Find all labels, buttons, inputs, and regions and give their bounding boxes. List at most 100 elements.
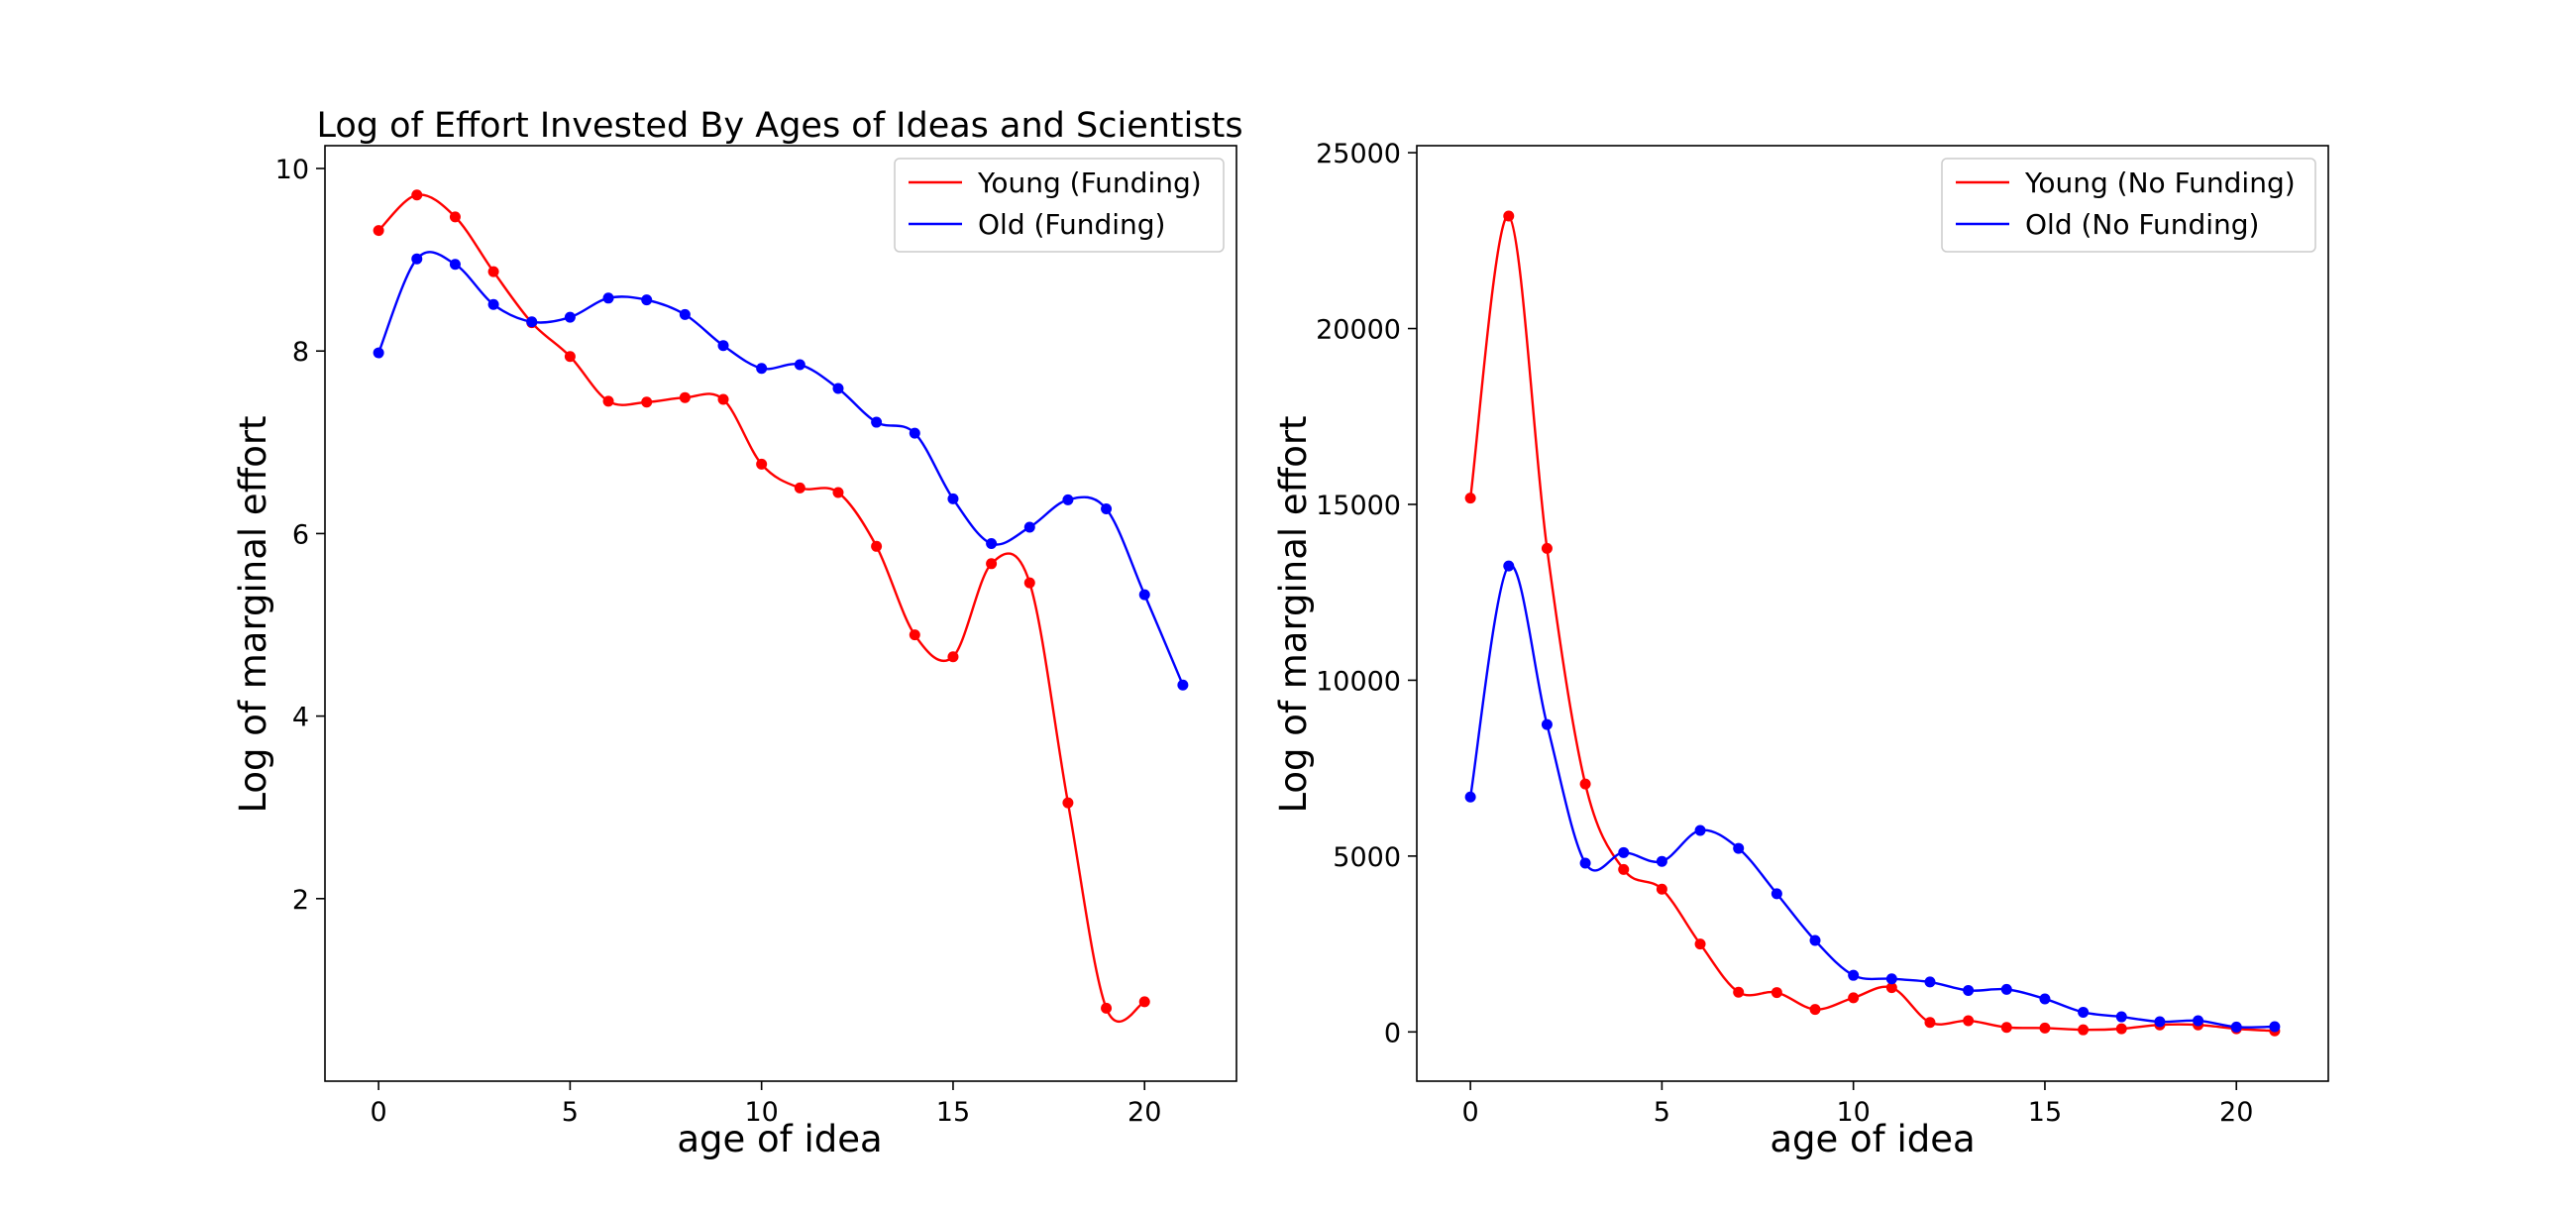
chart-right-xtick-label: 0 bbox=[1462, 1097, 1479, 1128]
chart-right-series-line bbox=[1468, 564, 2275, 1029]
chart-left-xtick-label: 10 bbox=[744, 1097, 778, 1128]
chart-right-xtick-label: 15 bbox=[2028, 1097, 2062, 1128]
chart-right-plot bbox=[1464, 210, 2281, 1037]
chart-right-data-point bbox=[1618, 863, 1630, 875]
chart-right-data-point bbox=[1503, 210, 1515, 222]
chart-right-data-point bbox=[2115, 1011, 2127, 1023]
chart-right-data-point bbox=[1733, 842, 1745, 854]
chart-left-data-point bbox=[1101, 503, 1113, 515]
chart-right-ytick-label: 5000 bbox=[1333, 842, 1401, 873]
chart-left-ytick-label: 10 bbox=[275, 155, 309, 185]
chart-left-yticks: 2 4 6 8 10 bbox=[275, 155, 325, 916]
chart-right-series-line bbox=[1468, 214, 2275, 1033]
chart-right-frame bbox=[1416, 145, 2329, 1082]
chart-right-data-point bbox=[1541, 542, 1553, 554]
chart-right-data-point bbox=[2154, 1016, 2166, 1028]
chart-right-data-point bbox=[1464, 493, 1476, 504]
chart-left-plot bbox=[373, 189, 1189, 1024]
chart-right-ylabel: Log of marginal effort bbox=[1272, 415, 1315, 813]
chart-left-data-point bbox=[487, 266, 499, 277]
chart-right-data-point bbox=[1694, 938, 1706, 950]
chart-left-legend: Young (Funding) Old (Funding) bbox=[894, 158, 1225, 253]
chart-right-data-point bbox=[1848, 992, 1860, 1004]
chart-left-data-point bbox=[564, 311, 576, 323]
chart-left-data-point bbox=[564, 351, 576, 363]
chart-left-data-point bbox=[449, 259, 461, 271]
chart-right-data-point bbox=[1771, 987, 1782, 999]
chart-right-xtick-label: 5 bbox=[1654, 1097, 1670, 1128]
chart-right-data-point bbox=[1848, 969, 1860, 981]
chart-right-ytick-label: 20000 bbox=[1316, 315, 1401, 346]
chart-left-data-point bbox=[641, 396, 653, 408]
chart-right-ytick-label: 15000 bbox=[1316, 491, 1401, 521]
chart-right-data-point bbox=[2269, 1021, 2281, 1033]
chart-left-data-point bbox=[871, 540, 883, 552]
chart-left-data-point bbox=[947, 493, 959, 504]
chart-left-data-point bbox=[449, 211, 461, 223]
chart-left-data-point bbox=[411, 189, 423, 201]
chart-right-data-point bbox=[1694, 824, 1706, 836]
chart-left-xtick-label: 15 bbox=[936, 1097, 970, 1128]
chart-left-data-point bbox=[411, 253, 423, 265]
chart-right-xlabel: age of idea bbox=[1770, 1118, 1975, 1160]
chart-right-data-point bbox=[1885, 982, 1897, 994]
chart-right-ytick-label: 25000 bbox=[1316, 139, 1401, 169]
chart-left-data-point bbox=[1062, 797, 1074, 809]
chart-right-data-point bbox=[2078, 1024, 2090, 1036]
chart-right-ytick-label: 0 bbox=[1384, 1018, 1401, 1048]
chart-left-data-point bbox=[986, 558, 998, 570]
chart-right-data-point bbox=[1924, 976, 1936, 988]
chart-left-xtick-label: 20 bbox=[1127, 1097, 1161, 1128]
chart-left-data-point bbox=[871, 416, 883, 428]
chart-right-data-point bbox=[1771, 888, 1782, 900]
chart-right-data-point bbox=[1579, 778, 1591, 790]
chart-right-data-point bbox=[1809, 934, 1821, 946]
chart-left-data-point bbox=[602, 292, 614, 304]
chart-right-legend: Young (No Funding) Old (No Funding) bbox=[1941, 158, 2316, 253]
chart-left-legend-box bbox=[894, 158, 1225, 253]
chart-left-data-point bbox=[947, 651, 959, 663]
chart-right-xtick-label: 10 bbox=[1836, 1097, 1870, 1128]
chart-right-data-point bbox=[2039, 1022, 2051, 1034]
chart-left-data-point bbox=[1177, 679, 1189, 691]
chart-left-data-point bbox=[1138, 996, 1150, 1008]
chart-right-data-point bbox=[1885, 973, 1897, 985]
chart-left-data-point bbox=[679, 308, 691, 320]
chart-left-data-point bbox=[373, 347, 384, 359]
chart-left-data-point bbox=[1062, 494, 1074, 505]
chart-left-data-point bbox=[794, 359, 805, 371]
chart-left-data-point bbox=[756, 458, 768, 470]
chart-right-data-point bbox=[1579, 857, 1591, 869]
chart-right-xtick-label: 20 bbox=[2219, 1097, 2253, 1128]
chart-left-xlabel: age of idea bbox=[677, 1118, 882, 1160]
chart-right-data-point bbox=[2115, 1023, 2127, 1035]
chart-left-data-point bbox=[717, 340, 729, 352]
chart-left-series-line bbox=[377, 251, 1184, 686]
chart-left-data-point bbox=[832, 383, 844, 394]
chart-left-data-point bbox=[1023, 577, 1035, 589]
chart-left-data-point bbox=[641, 294, 653, 306]
chart-left-frame bbox=[324, 145, 1237, 1082]
chart-left-data-point bbox=[602, 395, 614, 407]
chart-left-data-point bbox=[986, 538, 998, 550]
chart-right-data-point bbox=[1809, 1004, 1821, 1016]
chart-left-data-point bbox=[832, 487, 844, 498]
chart-right-data-point bbox=[1963, 984, 1975, 996]
chart-left-data-point bbox=[909, 427, 920, 439]
chart-left-ytick-label: 6 bbox=[292, 519, 309, 550]
chart-left-legend-label: Old (Funding) bbox=[978, 208, 1165, 241]
chart-right-data-point bbox=[1656, 855, 1667, 867]
chart-right-data-point bbox=[2039, 993, 2051, 1005]
chart-left-data-point bbox=[909, 629, 920, 641]
chart-left-data-point bbox=[756, 363, 768, 375]
chart-right-data-point bbox=[2000, 983, 2012, 995]
chart-right-legend-label: Old (No Funding) bbox=[2025, 208, 2259, 241]
chart-right-data-point bbox=[2230, 1021, 2242, 1033]
chart-left: Log of Effort Invested By Ages of Ideas … bbox=[232, 106, 1243, 1160]
chart-left-ytick-label: 4 bbox=[292, 703, 309, 733]
chart-left-xticks: 0 5 10 15 20 bbox=[371, 1081, 1161, 1128]
chart-right-data-point bbox=[2193, 1015, 2204, 1027]
chart-right-data-point bbox=[1464, 791, 1476, 803]
chart-left-ylabel: Log of marginal effort bbox=[232, 415, 274, 813]
